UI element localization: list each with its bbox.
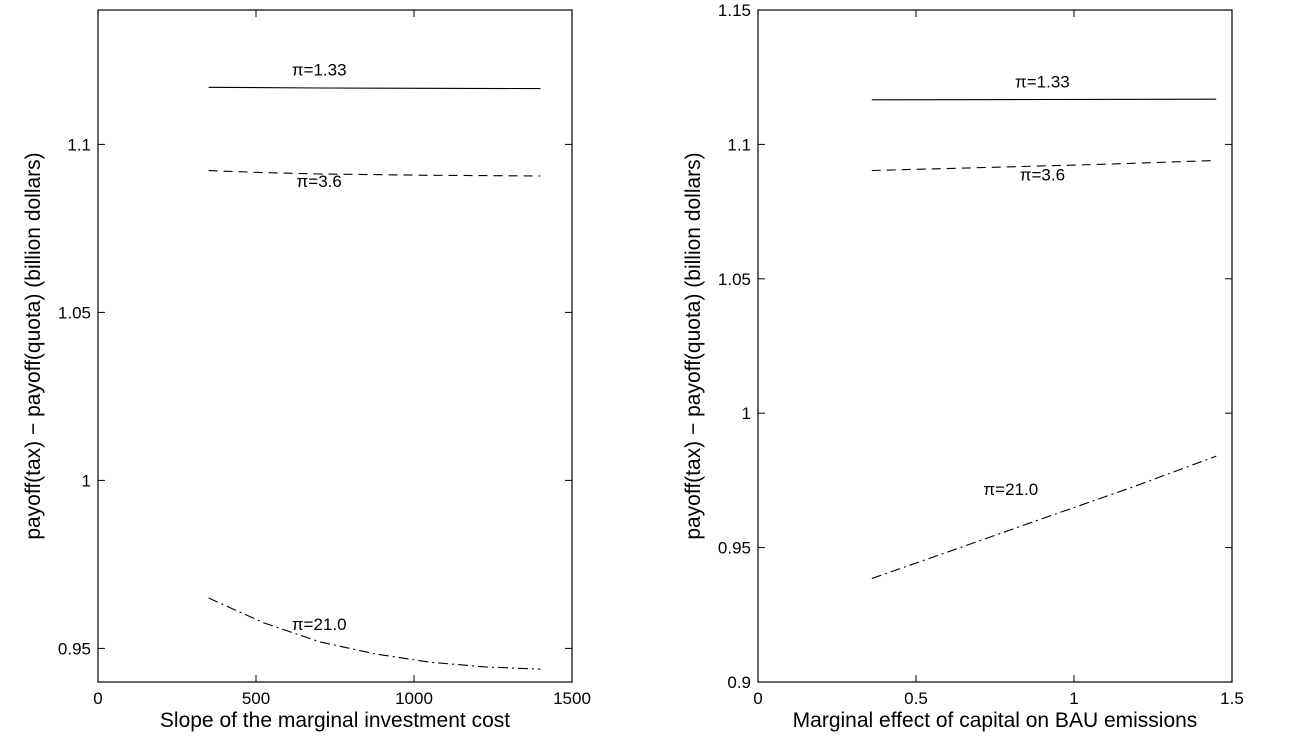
y-tick-label: 1.1 (67, 135, 91, 154)
series-label-1: π=3.6 (1020, 166, 1065, 185)
y-tick-label: 1.15 (718, 1, 751, 20)
y-tick-label: 1 (82, 471, 91, 490)
series-line-1 (208, 170, 541, 177)
y-tick-label: 1 (742, 404, 751, 423)
series-line-1 (871, 159, 1217, 172)
y-tick-label: 0.9 (727, 673, 751, 692)
x-tick-label: 0 (753, 689, 762, 708)
y-axis-label: payoff(tax) − payoff(quota) (billion dol… (22, 152, 45, 539)
series-label-2: π=21.0 (983, 480, 1038, 499)
y-tick-label: 1.05 (718, 270, 751, 289)
x-tick-label: 1 (1069, 689, 1078, 708)
x-tick-label: 1.5 (1220, 689, 1244, 708)
x-tick-label: 1000 (395, 689, 433, 708)
series-line-2 (871, 455, 1217, 580)
x-axis-label: Marginal effect of capital on BAU emissi… (793, 709, 1198, 732)
x-tick-label: 1500 (553, 689, 591, 708)
series-label-0: π=1.33 (292, 61, 347, 80)
x-tick-label: 0 (93, 689, 102, 708)
series-line-2 (208, 597, 541, 670)
series-label-1: π=3.6 (297, 172, 342, 191)
right-chart: 0 0.5 1 1.5 0.9 0.95 1 1.05 1.1 1.15 Marginal effe… (682, 1, 1244, 732)
x-tick-label: 0.5 (904, 689, 928, 708)
x-axis-label: Slope of the marginal investment cost (160, 709, 510, 732)
y-axis-label: payoff(tax) − payoff(quota) (billion dol… (682, 152, 705, 539)
plot-frame (97, 9, 573, 683)
y-tick-label: 0.95 (718, 539, 751, 558)
series-label-2: π=21.0 (292, 615, 347, 634)
series-label-0: π=1.33 (1015, 73, 1070, 92)
y-tick-label: 1.1 (727, 135, 751, 154)
y-tick-label: 1.05 (58, 303, 91, 322)
series-line-0 (871, 98, 1217, 101)
plot-frame (757, 9, 1233, 683)
y-tick-label: 0.95 (58, 639, 91, 658)
left-chart: 0 500 1000 1500 0.95 1 1.05 1.1 Slope of the mar… (22, 9, 591, 732)
series-line-0 (208, 86, 541, 90)
x-tick-label: 500 (242, 689, 270, 708)
